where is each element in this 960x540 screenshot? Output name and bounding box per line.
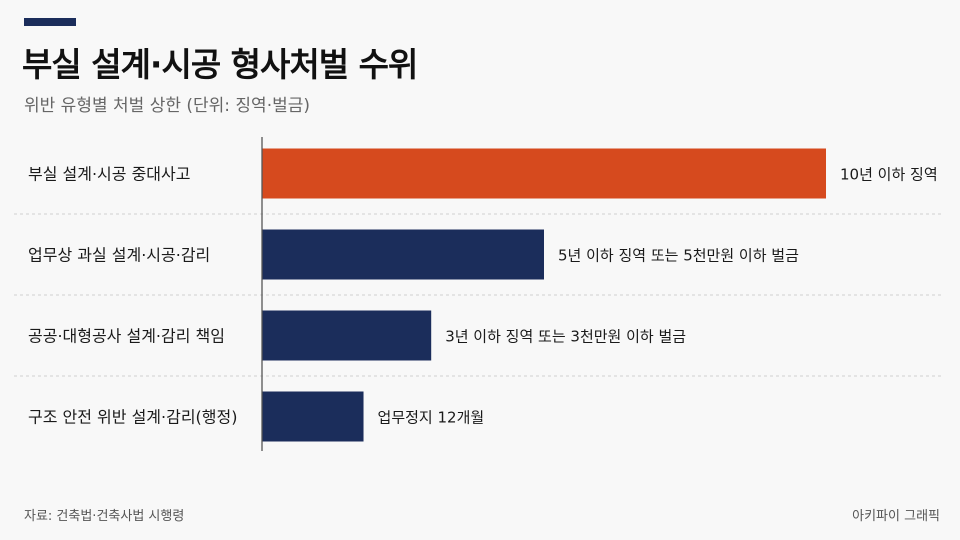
bar <box>262 310 432 361</box>
bar <box>262 148 826 199</box>
title-accent-bar <box>24 18 76 26</box>
value-label: 5년 이하 징역 또는 5천만원 이하 벌금 <box>558 247 799 265</box>
chart-title: 부실 설계·시공 형사처벌 수위 <box>22 45 418 84</box>
graphic-credit: 아키파이 그래픽 <box>852 509 940 524</box>
value-label: 3년 이하 징역 또는 3천만원 이하 벌금 <box>445 328 686 346</box>
value-label: 업무정지 12개월 <box>378 409 485 427</box>
bar <box>262 229 544 280</box>
category-label: 부실 설계·시공 중대사고 <box>28 165 190 184</box>
chart-subtitle: 위반 유형별 처벌 상한 (단위: 징역·벌금) <box>24 96 311 116</box>
category-label: 업무상 과실 설계·시공·감리 <box>28 246 210 265</box>
category-label: 구조 안전 위반 설계·감리(행정) <box>28 408 237 427</box>
source-note: 자료: 건축법·건축사법 시행령 <box>24 509 185 524</box>
value-label: 10년 이하 징역 <box>840 166 938 184</box>
category-label: 공공·대형공사 설계·감리 책임 <box>28 327 225 346</box>
bar <box>262 391 364 442</box>
